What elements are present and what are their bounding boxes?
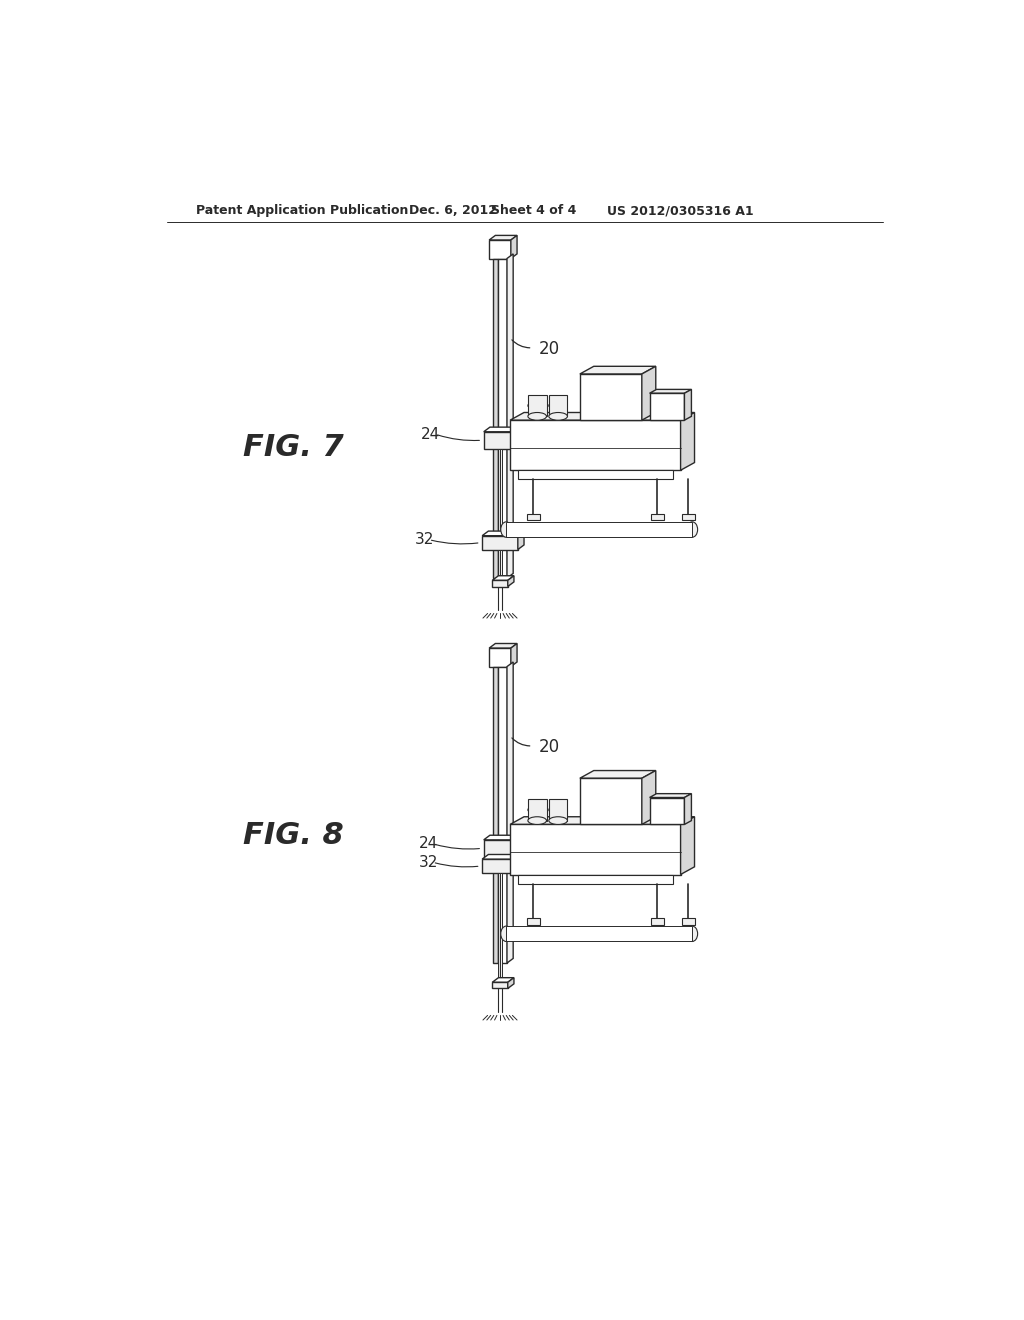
- Polygon shape: [493, 576, 514, 581]
- Polygon shape: [649, 793, 691, 797]
- Polygon shape: [507, 663, 513, 964]
- Ellipse shape: [528, 401, 547, 409]
- Polygon shape: [649, 389, 691, 393]
- Polygon shape: [510, 825, 681, 875]
- Polygon shape: [493, 259, 498, 578]
- Polygon shape: [500, 873, 503, 982]
- Polygon shape: [482, 854, 524, 859]
- Text: US 2012/0305316 A1: US 2012/0305316 A1: [607, 205, 754, 218]
- Polygon shape: [498, 259, 507, 578]
- Polygon shape: [642, 367, 655, 420]
- Polygon shape: [528, 799, 547, 821]
- Polygon shape: [516, 428, 522, 449]
- Ellipse shape: [687, 927, 697, 941]
- Polygon shape: [518, 531, 524, 549]
- Polygon shape: [506, 931, 692, 937]
- Polygon shape: [506, 521, 692, 537]
- Polygon shape: [649, 797, 684, 825]
- Text: FIG. 8: FIG. 8: [243, 821, 343, 850]
- Polygon shape: [483, 432, 516, 449]
- Polygon shape: [518, 875, 673, 884]
- Ellipse shape: [501, 927, 512, 941]
- Polygon shape: [549, 799, 567, 821]
- Polygon shape: [483, 840, 516, 857]
- Polygon shape: [510, 420, 681, 470]
- Text: 24: 24: [419, 836, 438, 851]
- Text: FIG. 7: FIG. 7: [243, 433, 343, 462]
- Polygon shape: [506, 927, 692, 941]
- Polygon shape: [527, 919, 540, 924]
- Polygon shape: [482, 531, 524, 536]
- Polygon shape: [482, 536, 518, 549]
- Polygon shape: [682, 515, 694, 520]
- Ellipse shape: [549, 807, 567, 813]
- Polygon shape: [681, 817, 694, 875]
- Polygon shape: [483, 836, 522, 840]
- Ellipse shape: [528, 817, 547, 825]
- Polygon shape: [510, 412, 694, 420]
- Polygon shape: [500, 549, 503, 581]
- Ellipse shape: [528, 807, 547, 813]
- Polygon shape: [518, 854, 524, 873]
- Polygon shape: [684, 793, 691, 825]
- Polygon shape: [489, 644, 517, 648]
- Ellipse shape: [687, 521, 697, 537]
- Polygon shape: [507, 253, 513, 578]
- Polygon shape: [651, 515, 664, 520]
- Polygon shape: [493, 581, 508, 586]
- Polygon shape: [649, 393, 684, 420]
- Polygon shape: [500, 857, 503, 952]
- Text: 20: 20: [539, 341, 560, 358]
- Polygon shape: [549, 395, 567, 416]
- Polygon shape: [681, 412, 694, 470]
- Text: Dec. 6, 2012: Dec. 6, 2012: [409, 205, 497, 218]
- Polygon shape: [580, 367, 655, 374]
- Polygon shape: [511, 235, 517, 259]
- Polygon shape: [506, 527, 692, 533]
- Polygon shape: [498, 549, 500, 581]
- Polygon shape: [511, 644, 517, 667]
- Polygon shape: [651, 919, 664, 924]
- Polygon shape: [498, 449, 500, 535]
- Polygon shape: [510, 817, 694, 825]
- Polygon shape: [482, 859, 518, 873]
- Ellipse shape: [501, 521, 512, 537]
- Polygon shape: [493, 667, 498, 964]
- Text: Sheet 4 of 4: Sheet 4 of 4: [490, 205, 577, 218]
- Text: 20: 20: [539, 738, 560, 756]
- Polygon shape: [642, 771, 655, 825]
- Polygon shape: [498, 873, 500, 982]
- Polygon shape: [518, 470, 673, 479]
- Polygon shape: [483, 428, 522, 432]
- Polygon shape: [508, 576, 514, 586]
- Polygon shape: [682, 919, 694, 924]
- Polygon shape: [580, 779, 642, 825]
- Polygon shape: [489, 648, 511, 667]
- Polygon shape: [516, 836, 522, 857]
- Polygon shape: [527, 515, 540, 520]
- Ellipse shape: [528, 413, 547, 420]
- Ellipse shape: [549, 413, 567, 420]
- Polygon shape: [528, 395, 547, 416]
- Polygon shape: [500, 449, 503, 535]
- Polygon shape: [489, 235, 517, 240]
- Polygon shape: [684, 389, 691, 420]
- Polygon shape: [493, 978, 514, 982]
- Text: 24: 24: [421, 426, 440, 442]
- Ellipse shape: [549, 401, 567, 409]
- Text: 32: 32: [419, 854, 438, 870]
- Text: 32: 32: [415, 532, 434, 546]
- Text: Patent Application Publication: Patent Application Publication: [197, 205, 409, 218]
- Polygon shape: [489, 240, 511, 259]
- Polygon shape: [580, 374, 642, 420]
- Ellipse shape: [549, 817, 567, 825]
- Polygon shape: [580, 771, 655, 779]
- Polygon shape: [508, 978, 514, 989]
- Polygon shape: [493, 982, 508, 989]
- Polygon shape: [498, 857, 500, 952]
- Polygon shape: [498, 667, 507, 964]
